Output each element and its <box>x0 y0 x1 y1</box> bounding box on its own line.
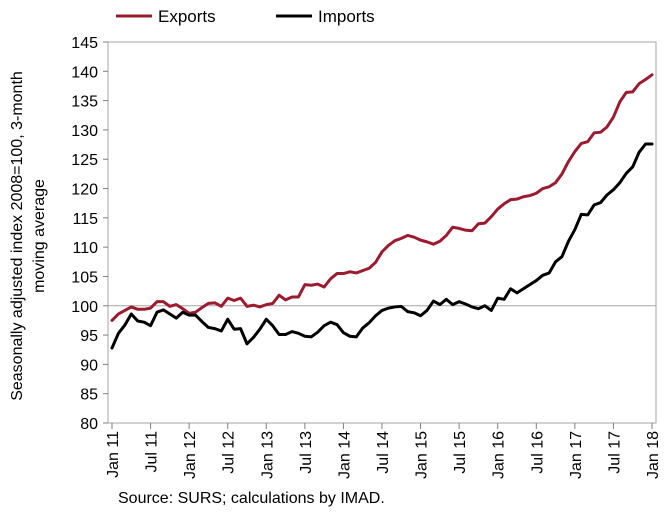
y-tick-label: 125 <box>71 152 98 169</box>
y-tick-label: 80 <box>80 416 98 433</box>
x-tick-label: Jul 17 <box>606 431 623 474</box>
y-tick-label: 105 <box>71 269 98 286</box>
series-line-imports <box>110 142 654 350</box>
y-tick-label: 100 <box>71 299 98 316</box>
x-tick-label: Jul 13 <box>298 431 315 474</box>
y-axis-title-line1: Seasonally adjusted index 2008=100, 3-mo… <box>9 71 26 401</box>
x-tick-label: Jan 11 <box>105 431 122 478</box>
x-tick-label: Jan 17 <box>568 431 585 479</box>
x-tick-label: Jul 16 <box>529 431 546 474</box>
x-tick-label: Jan 15 <box>414 431 431 479</box>
x-tick-label: Jan 16 <box>491 431 508 479</box>
y-tick-label: 95 <box>80 328 98 345</box>
source-note: Source: SURS; calculations by IMAD. <box>118 490 385 507</box>
y-tick-label: 130 <box>71 123 98 140</box>
y-tick-label: 85 <box>80 387 98 404</box>
y-tick-label: 140 <box>71 64 98 81</box>
x-tick-label: Jan 13 <box>259 431 276 479</box>
y-tick-label: 135 <box>71 94 98 111</box>
legend-label-imports: Imports <box>318 7 375 26</box>
y-tick-label: 120 <box>71 182 98 199</box>
x-axis: Jan 11 Jul 11 Jan 12 Jul 12 Jan 13 Jul 13 Jan … <box>105 423 662 479</box>
y-axis: 80 85 90 95 100 105 110 115 120 125 130 135 140 145 <box>71 35 108 433</box>
x-tick-label: Jul 11 <box>144 431 161 473</box>
x-tick-label: Jul 14 <box>375 431 392 474</box>
x-tick-label: Jul 15 <box>452 431 469 474</box>
series-line-exports <box>110 73 654 322</box>
legend: Exports Imports <box>116 7 375 26</box>
y-tick-label: 145 <box>71 35 98 52</box>
legend-label-exports: Exports <box>158 7 216 26</box>
x-tick-label: Jul 12 <box>221 431 238 474</box>
y-tick-label: 110 <box>72 240 98 257</box>
y-tick-label: 115 <box>72 211 98 228</box>
series-layer <box>110 73 654 350</box>
x-tick-label: Jan 18 <box>645 431 662 479</box>
y-tick-label: 90 <box>80 357 98 374</box>
x-tick-label: Jan 14 <box>336 431 353 479</box>
x-tick-label: Jan 12 <box>182 431 199 479</box>
y-axis-title-line2: moving average <box>31 179 48 293</box>
